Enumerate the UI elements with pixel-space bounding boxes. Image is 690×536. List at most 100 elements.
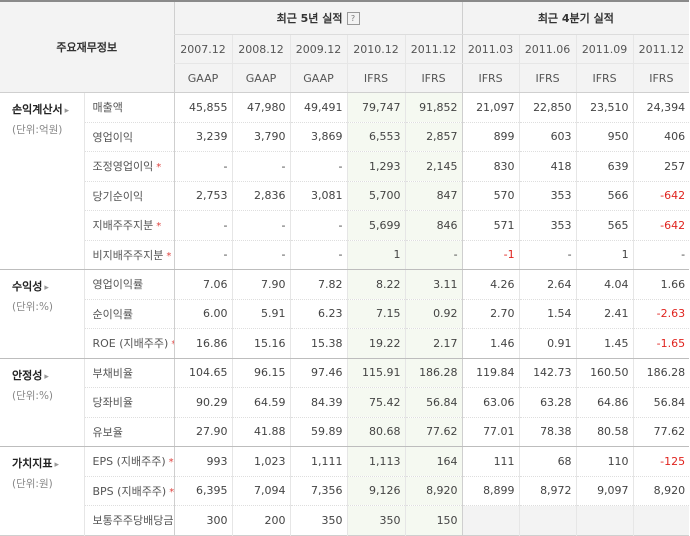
accounting-standard: GAAP [173, 63, 233, 93]
value-cell: 353 [518, 181, 577, 211]
chevron-right-icon[interactable]: ▸ [44, 371, 49, 382]
value-cell: 2.17 [404, 328, 463, 359]
row-label-text: 영업이익률 [92, 278, 144, 292]
chevron-right-icon[interactable]: ▸ [44, 283, 49, 293]
value-cell: 2,836 [231, 181, 291, 211]
table-row: 비지배주주지분 * - - -1- -1-1- [0, 240, 690, 270]
value-cell: 7.06 [173, 269, 233, 300]
category-unit: (단위:억원) [12, 124, 63, 136]
category-unit: (단위:원) [12, 478, 53, 490]
table-row: BPS (지배주주) * 6,395 7,094 7,356 9,126 8,920 8,89… [0, 476, 690, 506]
row-label: 영업이익률 [84, 269, 175, 300]
row-label: 영업이익 [84, 122, 175, 152]
value-cell: 84.39 [289, 387, 348, 418]
value-cell: 41.88 [231, 417, 291, 447]
value-cell: 1,023 [231, 446, 291, 477]
value-cell: 300 [173, 505, 233, 535]
table-row: 손익계산서 ▸ (단위:억원) 매출액 45,855 47,980 49,491 79,747… [0, 92, 690, 270]
value-cell: 23,510 [575, 92, 634, 123]
accounting-standard: IFRS [461, 63, 520, 93]
value-cell: 350 [346, 505, 406, 535]
help-icon[interactable]: ? [346, 12, 360, 25]
value-cell: 2,857 [404, 122, 463, 152]
value-cell: 45,855 [173, 92, 233, 123]
value-cell: 115.91 [346, 358, 406, 388]
value-cell: 186.28 [632, 358, 690, 388]
value-cell: 15.38 [289, 328, 348, 359]
category-cell: 손익계산서 ▸ (단위:억원) [0, 92, 85, 270]
value-cell: 80.58 [575, 417, 634, 447]
accounting-standard: IFRS [518, 63, 577, 93]
table-row: 조정영업이익 * - - -1,293 2,145 830 418 639 257 [0, 151, 690, 182]
value-cell: 2.70 [461, 299, 520, 329]
row-label-text: 영업이익 [92, 130, 133, 144]
category-link[interactable]: 안정성 [12, 368, 43, 382]
value-cell: -642 [632, 181, 690, 211]
category-unit: (단위:%) [12, 389, 54, 402]
value-cell: - [173, 151, 233, 182]
period-header: 2011.12 [632, 34, 690, 64]
value-cell: 200 [231, 505, 291, 535]
value-cell: 350 [289, 505, 348, 535]
value-cell: 142.73 [518, 358, 577, 388]
value-cell: 80.68 [346, 417, 406, 447]
value-cell: 418 [518, 151, 577, 182]
value-cell: 75.42 [346, 387, 406, 418]
value-cell: 570 [461, 181, 520, 211]
value-cell: 6.23 [289, 299, 348, 329]
value-cell: 566 [575, 181, 634, 211]
value-cell: 63.28 [518, 387, 577, 418]
value-cell: 1,111 [289, 446, 348, 477]
value-cell: 257 [632, 151, 690, 182]
note-star-icon: * [171, 339, 174, 350]
note-star-icon: * [166, 250, 172, 262]
value-cell: - [289, 240, 348, 270]
note-star-icon: * [156, 221, 162, 233]
value-cell: 68 [518, 446, 577, 477]
row-label: 순이익률 [84, 299, 175, 329]
period-header: 2011.03 [461, 34, 520, 64]
value-cell: 7.90 [231, 269, 291, 300]
value-cell: 49,491 [289, 92, 348, 123]
row-label-text: 당기순이익 [92, 189, 144, 203]
value-cell: 8,899 [461, 476, 520, 506]
chevron-right-icon[interactable]: ▸ [54, 460, 60, 470]
value-cell: 15.16 [231, 328, 291, 359]
value-cell: 5,700 [346, 181, 406, 211]
value-cell: 110 [575, 446, 634, 477]
chevron-right-icon[interactable]: ▸ [64, 106, 70, 116]
row-label: 당기순이익 [84, 181, 175, 211]
value-cell: 56.84 [404, 387, 463, 418]
value-cell: 1,293 [346, 151, 406, 182]
value-cell: 830 [461, 151, 520, 182]
row-label-text: 비지배주주지분 [92, 248, 164, 262]
value-cell: 3,239 [173, 122, 233, 152]
value-cell: 2.41 [575, 299, 634, 329]
row-label: 부채비율 [84, 358, 175, 388]
table-row: 보통주주당배당금 300 200 350 350 150 [0, 505, 690, 535]
row-label-text: 당좌비율 [92, 396, 133, 410]
value-cell: 111 [461, 446, 520, 477]
period-header: 2007.12 [173, 34, 233, 64]
value-cell: 3,790 [231, 122, 291, 152]
value-cell: 9,097 [575, 476, 634, 506]
row-label: 비지배주주지분 * [84, 240, 175, 270]
value-cell: 639 [575, 151, 634, 182]
value-cell: 59.89 [289, 417, 348, 447]
category-link[interactable]: 손익계산서 [12, 103, 63, 116]
value-cell: - [231, 210, 291, 241]
accounting-standard: IFRS [632, 63, 690, 93]
row-label-text: 지배주주지분 [92, 219, 154, 233]
row-label: EPS (지배주주) * [84, 446, 175, 477]
value-cell: 8,920 [632, 476, 690, 506]
category-link[interactable]: 가치지표 [12, 457, 53, 470]
accounting-standard: IFRS [575, 63, 634, 93]
value-cell: 24,394 [632, 92, 690, 123]
value-cell: 160.50 [575, 358, 634, 388]
category-link[interactable]: 수익성 [12, 280, 43, 293]
value-cell: 8,972 [518, 476, 577, 506]
value-cell: 6,395 [173, 476, 233, 506]
table-row: 당기순이익 2,753 2,836 3,081 5,700 847 570 353 566 -64… [0, 181, 690, 211]
row-label-text: EPS (지배주주) [92, 455, 166, 469]
period-header: 2011.06 [518, 34, 577, 64]
